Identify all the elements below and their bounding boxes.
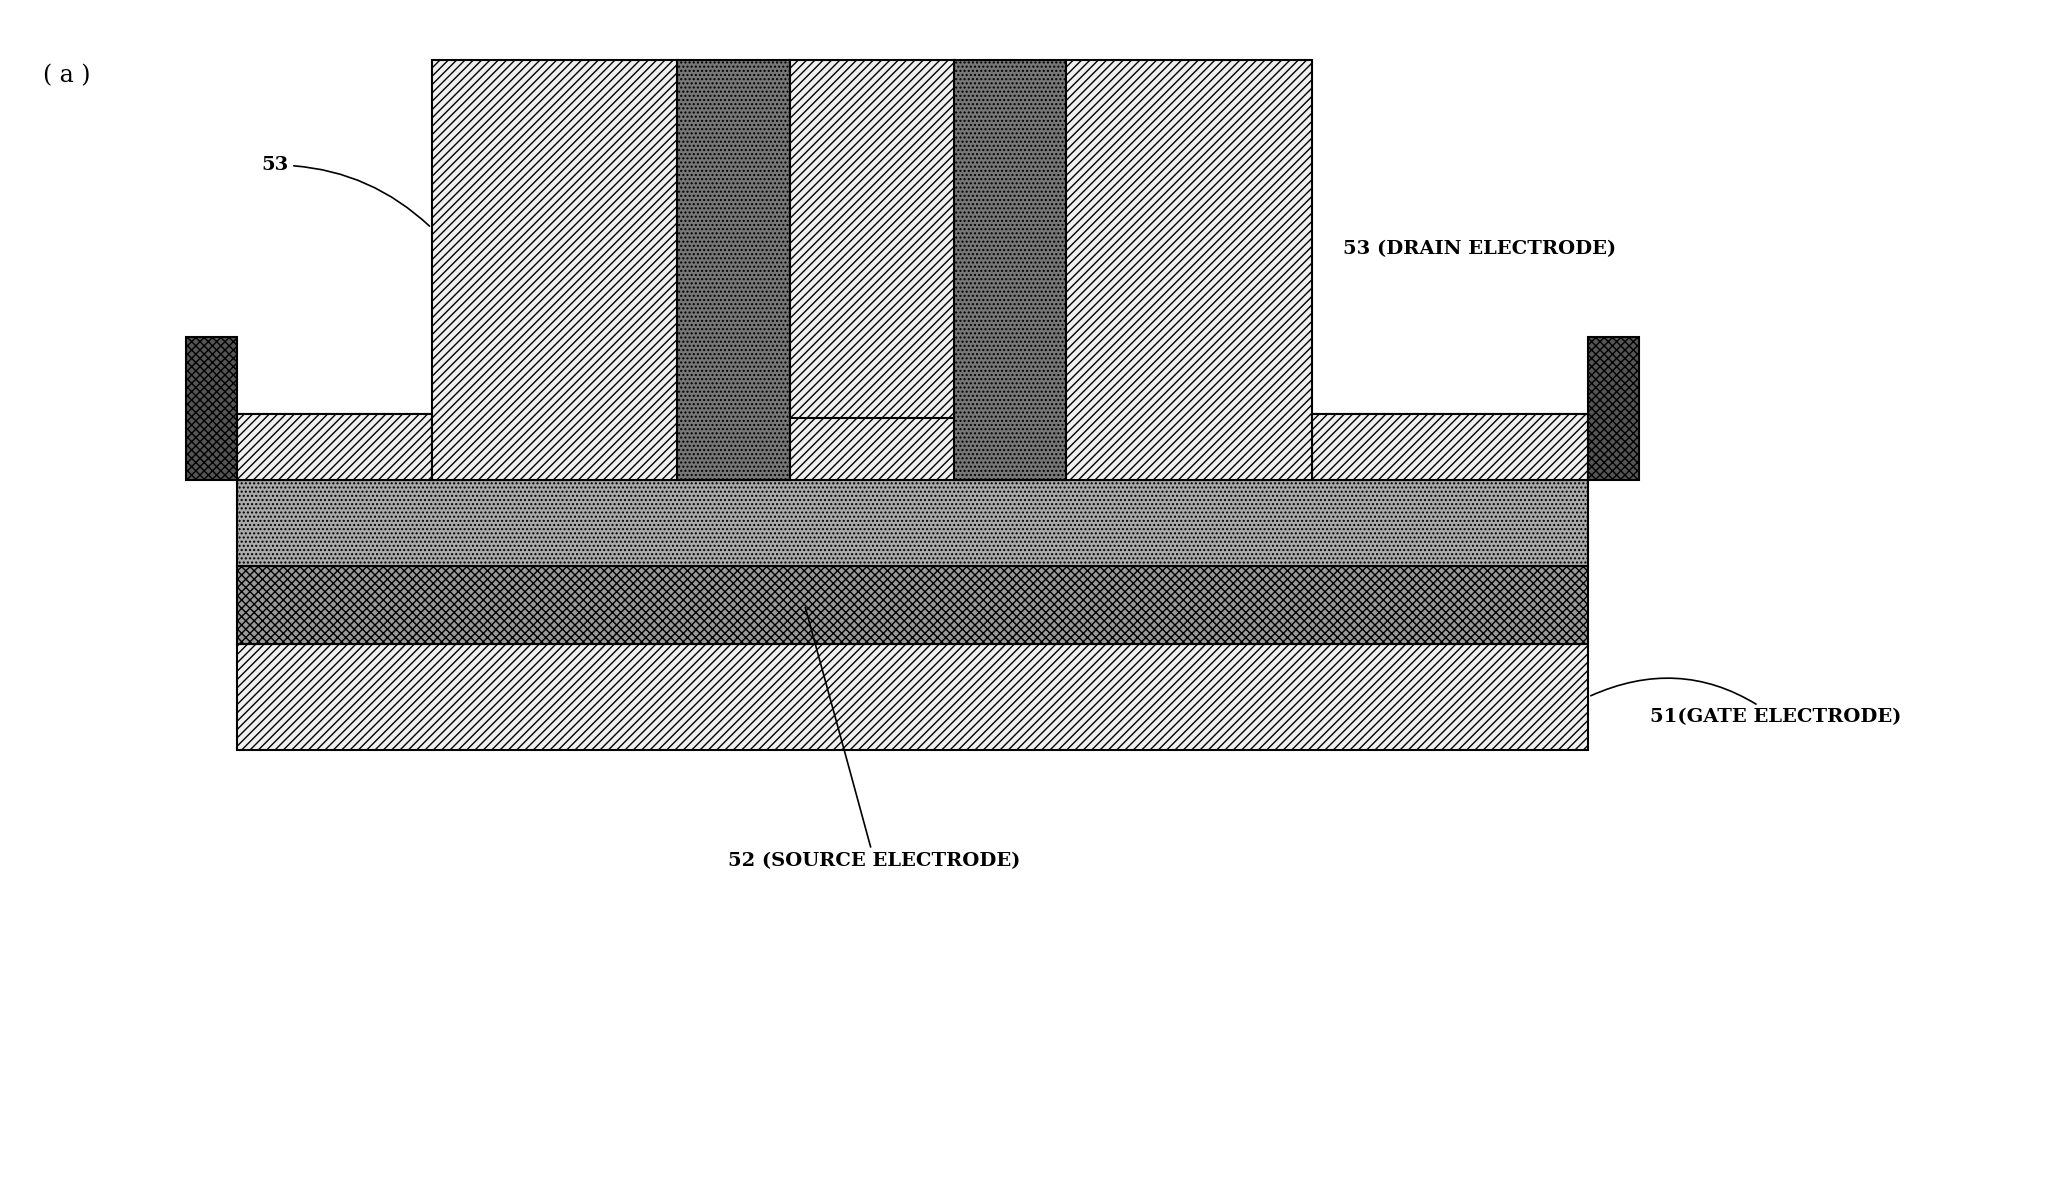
Text: 53: 53 (261, 157, 429, 227)
Bar (953, 61, 1067, 480)
Bar (1311, 414, 1588, 480)
Bar (236, 414, 1588, 480)
Text: ( a ): ( a ) (43, 64, 89, 88)
Bar (236, 566, 1588, 643)
Bar (236, 414, 431, 480)
Bar (236, 480, 1588, 566)
Bar (1588, 337, 1640, 480)
Bar (236, 643, 1588, 750)
Bar (431, 61, 677, 480)
Bar (677, 61, 789, 480)
Bar (1067, 61, 1311, 480)
Text: 53 (DRAIN ELECTRODE): 53 (DRAIN ELECTRODE) (1342, 240, 1615, 258)
Text: 51(GATE ELECTRODE): 51(GATE ELECTRODE) (1591, 678, 1901, 726)
Bar (789, 61, 953, 419)
Text: 54  (TWIG ELECTRODE): 54 (TWIG ELECTRODE) (739, 63, 1004, 137)
Text: 52 (SOURCE ELECTRODE): 52 (SOURCE ELECTRODE) (729, 608, 1021, 870)
Bar (186, 337, 236, 480)
